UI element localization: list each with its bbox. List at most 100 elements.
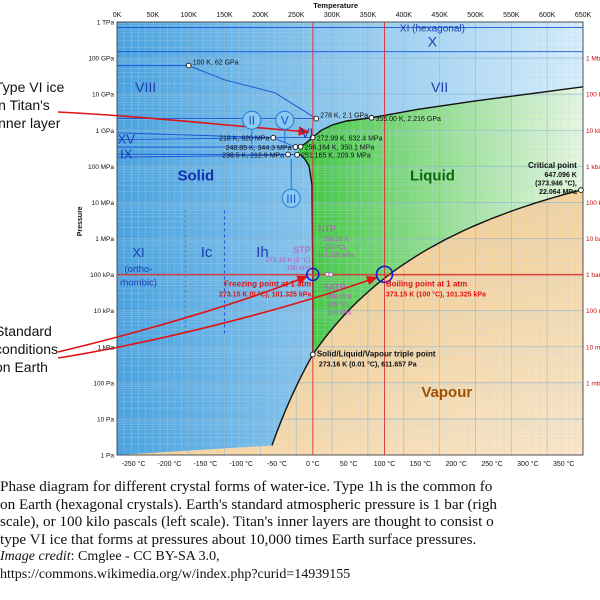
x-top-tick-label: 650K <box>575 12 592 19</box>
phase-point <box>185 62 192 69</box>
phase-point <box>294 151 300 158</box>
arrow-standard <box>57 275 309 353</box>
annotation-titan: inner layer <box>0 115 61 131</box>
x-top-tick-label: 450K <box>431 12 448 19</box>
x-bottom-tick-label: 200 °C <box>445 460 466 468</box>
caption-line: type VI ice that forms at pressures abou… <box>0 530 477 548</box>
boiling-point-title: Boiling point at 1 atm <box>386 279 467 288</box>
critical-point-detail: (373.946 °C), <box>535 180 577 188</box>
ice-phase-label: VI <box>301 126 313 141</box>
critical-point-title: Critical point <box>528 161 577 170</box>
x-bottom-tick-label: -100 °C <box>229 460 253 468</box>
x-bottom-tick-label: 300 °C <box>517 460 538 468</box>
y-left-tick-label: 10 GPa <box>92 92 114 99</box>
boundary-ii-ih <box>116 154 289 158</box>
phase-point <box>285 151 291 158</box>
annotation-standard: Standard <box>0 323 52 339</box>
y-left-tick-label: 10 MPa <box>92 200 115 207</box>
ice-phase-label: Ih <box>256 244 269 261</box>
y-right-tick-label: 100 bar <box>586 200 600 207</box>
caption-line: on Earth (hexagonal crystals). Earth's s… <box>0 495 498 513</box>
ice-phase-label: XV <box>118 132 136 147</box>
y-left-tick-label: 10 kPa <box>94 308 115 315</box>
x-top-tick-label: 500K <box>467 12 484 19</box>
x-bottom-tick-label: -50 °C <box>267 460 287 468</box>
roman-marker-label: II <box>248 114 255 128</box>
plot-frame <box>116 21 584 456</box>
x-top-tick-label: 600K <box>539 12 556 19</box>
point-label: 248.85 K, 344.3 MPa <box>226 145 292 152</box>
ntp-detail: 293.15 K <box>323 236 350 243</box>
critical-point-detail: 22.064 MPa <box>539 189 577 196</box>
roman-marker-label: V <box>281 114 289 128</box>
x-top-tick-label: 0K <box>113 12 122 19</box>
x-bottom-tick-label: 150 °C <box>410 460 431 468</box>
y-left-tick-label: 100 MPa <box>88 164 114 171</box>
y-left-tick-label: 1 kPa <box>97 344 114 351</box>
annotation-titan: Type VI ice <box>0 79 64 95</box>
point-label: 256.164 K, 350.1 MPa <box>305 145 375 152</box>
x-bottom-tick-label: 350 °C <box>553 460 574 468</box>
x-top-tick-label: 300K <box>324 12 341 19</box>
y-right-tick-label: 100 mbar <box>586 308 600 315</box>
arrow-titan <box>57 111 310 136</box>
ice-phase-label: XI (hexagonal) <box>400 24 465 35</box>
phase-label-vapour: Vapour <box>421 384 472 401</box>
phase-point <box>578 187 584 193</box>
x-top-tick-label: 100K <box>181 12 198 19</box>
boundary-viii-vii <box>117 65 317 120</box>
y-left-tick-label: 100 Pa <box>93 380 114 387</box>
point-label: 100 K, 62 GPa <box>193 60 239 67</box>
x-top-tick-label: 350K <box>360 12 377 19</box>
credit-url[interactable]: https://commons.wikimedia.org/w/index.ph… <box>0 566 351 582</box>
stp-label: STP <box>293 245 311 255</box>
point-label: 238.5 K, 212.9 MPa <box>222 152 284 159</box>
y-left-tick-label: 1 TPa <box>97 20 115 27</box>
credit-text: : Cmglee - CC BY-SA 3.0, <box>70 549 220 564</box>
ice-phase-label: Ic <box>201 244 213 261</box>
stp-detail: 100 kPa <box>287 265 311 272</box>
credit-label: Image credit <box>0 549 71 564</box>
y-left-tick-label: 100 kPa <box>90 272 114 279</box>
freezing-point-title: Freezing point at 1 atm <box>224 279 311 288</box>
phase-point <box>297 143 304 150</box>
x-top-tick-label: 250K <box>288 12 305 19</box>
y-right-tick-label: 1 kbar <box>586 164 600 171</box>
y-left-tick-label: 1 MPa <box>95 236 114 243</box>
annotation-titan: in Titan's <box>0 97 50 113</box>
annotation-standard: conditions <box>0 341 58 357</box>
ntp-detail: 101.325 kPa <box>317 252 354 259</box>
y-right-tick-label: 100 kbar <box>586 92 600 99</box>
ice-phase-label: VIII <box>135 79 156 95</box>
ice-phase-label: (ortho- <box>125 264 153 275</box>
x-top-tick-label: 150K <box>216 12 233 19</box>
y-right-tick-label: 1 mbar <box>586 380 600 387</box>
y-left-tick-label: 10 Pa <box>97 416 114 423</box>
point-label: 272.99 K, 632.4 MPa <box>317 135 383 142</box>
y-right-tick-label: 1 bar <box>586 272 600 279</box>
sublimation-curve <box>271 354 314 446</box>
y-right-tick-label: 10 mbar <box>586 344 600 351</box>
figure-caption: Phase diagram for different crystal form… <box>0 478 600 583</box>
phase-point <box>368 114 375 121</box>
phase-point <box>270 134 277 141</box>
ice-phase-label: X <box>428 34 438 50</box>
y-left-tick-label: 1 GPa <box>96 128 115 135</box>
point-label: 355.00 K, 2.216 GPa <box>376 116 441 123</box>
vaporization-curve <box>312 189 582 355</box>
x-top-tick-label: 200K <box>252 12 269 19</box>
arrow-standard-2 <box>57 276 379 359</box>
satp-detail: 100 kPa <box>327 310 351 317</box>
ntp-point <box>324 272 330 277</box>
ntp-detail: (20 °C), <box>324 243 347 251</box>
x-bottom-tick-label: -200 °C <box>158 460 182 468</box>
ntp-label: NTP <box>318 224 336 234</box>
x-bottom-tick-label: 0 °C <box>306 460 320 468</box>
satp-label: SATP <box>323 283 346 293</box>
point-label: 218 K, 620 MPa <box>219 136 269 143</box>
critical-point-detail: 647.096 K <box>545 172 577 179</box>
caption-line: scale), or 100 kilo pascals (left scale)… <box>0 513 494 530</box>
x-top-tick-label: 550K <box>503 12 520 19</box>
